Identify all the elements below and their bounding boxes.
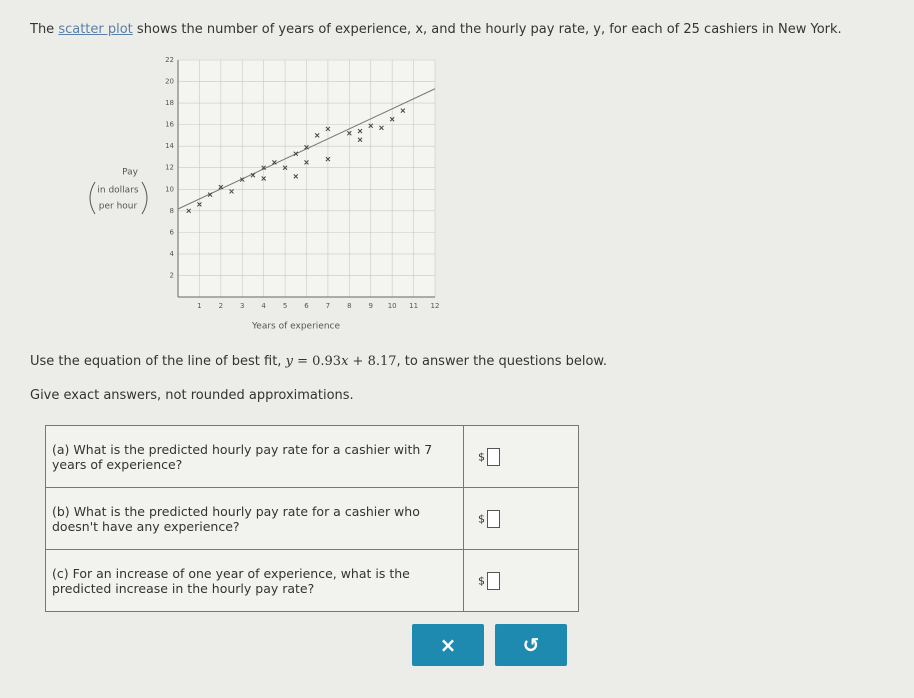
- y-axis-label: Pay: [122, 168, 139, 178]
- prompt-text: Use the equation of the line of best fit…: [30, 354, 286, 369]
- x-tick-label: 2: [219, 302, 223, 310]
- eq-part: +: [348, 354, 368, 369]
- y-axis-label: per hour: [99, 202, 138, 212]
- point: [304, 144, 309, 150]
- eq-part: =: [292, 354, 313, 369]
- question-text: What is the predicted hourly pay rate fo…: [52, 441, 433, 472]
- y-tick-label: 20: [165, 78, 174, 86]
- answer-box[interactable]: [487, 571, 500, 590]
- point: [400, 108, 406, 113]
- point: [304, 159, 309, 165]
- undo-button[interactable]: ↺: [495, 624, 567, 666]
- point: [325, 126, 331, 132]
- question-label: (a): [52, 441, 70, 457]
- prompt: Use the equation of the line of best fit…: [30, 354, 607, 369]
- answer-unit: $: [478, 512, 485, 525]
- answer-cell: $: [463, 549, 579, 612]
- fit-line: [177, 88, 436, 210]
- question-row: (c) For an increase of one year of exper…: [45, 549, 579, 612]
- question-cell: (c) For an increase of one year of exper…: [45, 549, 464, 612]
- point: [282, 165, 288, 171]
- y-tick-label: 14: [165, 142, 174, 150]
- paren: [141, 181, 148, 215]
- point: [346, 130, 352, 136]
- eq-intercept: 8.17: [367, 354, 397, 369]
- point: [379, 125, 384, 131]
- x-tick-label: 3: [240, 302, 244, 310]
- question-cell: (a) What is the predicted hourly pay rat…: [45, 425, 464, 488]
- x-tick-label: 5: [283, 302, 287, 310]
- x-tick-label: 11: [409, 302, 418, 310]
- prompt-text: , to answer the questions below.: [396, 354, 607, 369]
- equation: y = 0.93x + 8.17: [286, 354, 397, 369]
- x-tick-label: 8: [347, 302, 351, 310]
- point: [272, 159, 277, 165]
- point: [357, 128, 363, 134]
- x-tick-label: 10: [388, 302, 397, 310]
- y-tick-label: 4: [170, 250, 175, 258]
- answer-unit: $: [478, 450, 485, 463]
- intro-text: shows the number of years of experience,…: [132, 22, 842, 37]
- question-table: (a) What is the predicted hourly pay rat…: [45, 425, 579, 612]
- answer-box[interactable]: [487, 509, 500, 528]
- clear-button[interactable]: ×: [412, 624, 484, 666]
- intro-link[interactable]: scatter plot: [58, 22, 133, 37]
- x-tick-label: 7: [326, 302, 330, 310]
- question-row: (b) What is the predicted hourly pay rat…: [45, 487, 579, 550]
- x-tick-label: 9: [369, 302, 373, 310]
- y-tick-label: 8: [170, 207, 174, 215]
- y-axis-label: in dollars: [97, 186, 139, 196]
- question-label: (b): [52, 503, 70, 519]
- x-tick-label: 6: [304, 302, 309, 310]
- y-tick-label: 6: [170, 228, 175, 236]
- eq-part: x: [341, 354, 349, 369]
- point: [261, 165, 267, 171]
- answer-cell: $: [463, 425, 579, 488]
- point: [250, 172, 256, 178]
- point: [218, 184, 224, 190]
- x-tick-label: 12: [431, 302, 440, 310]
- y-tick-label: 12: [165, 164, 174, 172]
- point: [186, 208, 192, 214]
- point: [389, 116, 395, 122]
- y-tick-label: 10: [165, 185, 174, 193]
- point: [207, 192, 213, 198]
- point: [261, 176, 267, 181]
- point: [293, 151, 299, 157]
- intro-text: The: [30, 22, 59, 37]
- answer-unit: $: [478, 574, 485, 587]
- point: [197, 202, 202, 207]
- question-cell: (b) What is the predicted hourly pay rat…: [45, 487, 464, 550]
- scatter-plot: Pay in dollars per hour Years of experie…: [89, 56, 440, 332]
- y-tick-label: 16: [165, 121, 174, 129]
- question-text: What is the predicted hourly pay rate fo…: [52, 503, 420, 534]
- paren: [89, 181, 96, 215]
- y-tick-label: 18: [165, 99, 174, 107]
- point: [314, 133, 320, 138]
- question-row: (a) What is the predicted hourly pay rat…: [45, 425, 579, 488]
- intro: The scatter plot shows the number of yea…: [30, 22, 842, 37]
- point: [325, 156, 331, 162]
- point: [239, 177, 245, 182]
- question-text: For an increase of one year of experienc…: [52, 565, 410, 596]
- y-tick-label: 22: [165, 56, 174, 64]
- eq-part: y: [285, 354, 293, 369]
- point: [368, 123, 374, 129]
- question-rows: (a) What is the predicted hourly pay rat…: [45, 425, 579, 612]
- x-tick-label: 4: [261, 302, 266, 310]
- point: [229, 189, 234, 194]
- eq-slope: 0.93: [312, 354, 342, 369]
- x-axis-label: Years of experience: [251, 322, 340, 332]
- point: [293, 173, 299, 179]
- y-tick-label: 2: [170, 271, 174, 279]
- point: [357, 137, 363, 143]
- answer-box[interactable]: [487, 447, 500, 466]
- answer-cell: $: [463, 487, 579, 550]
- x-tick-label: 1: [197, 302, 201, 310]
- question-label: (c): [52, 565, 69, 581]
- note: Give exact answers, not rounded approxim…: [30, 388, 354, 403]
